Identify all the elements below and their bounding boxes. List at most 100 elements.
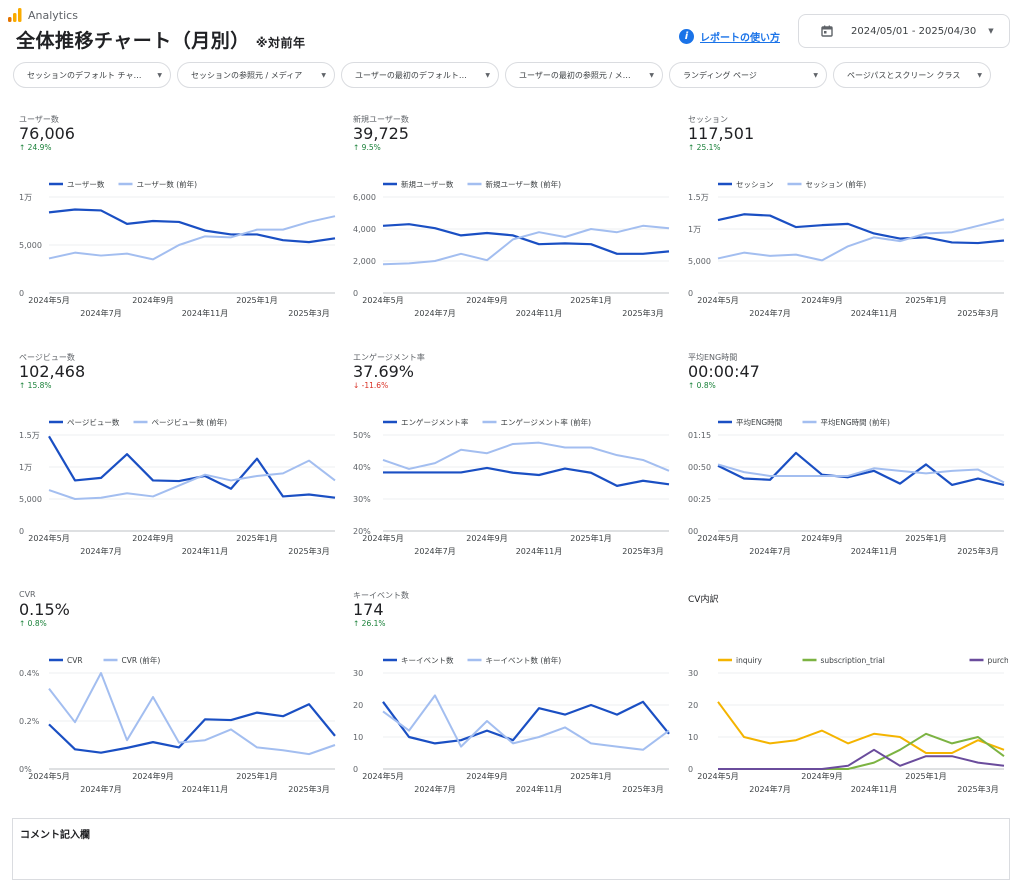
report-help-link[interactable]: i レポートの使い方 <box>679 29 780 44</box>
filter-dropdown[interactable]: ユーザーの最初のデフォルト… ▼ <box>341 62 499 88</box>
x-tick-label: 2024年5月 <box>362 295 403 305</box>
filter-dropdown[interactable]: ユーザーの最初の参照元 / メ… ▼ <box>505 62 663 88</box>
series-line <box>382 441 670 472</box>
comment-box[interactable] <box>12 818 1010 880</box>
x-tick-label: 2025年3月 <box>288 546 329 556</box>
y-tick-label: 0.2% <box>19 717 40 726</box>
y-tick-label: 5,000 <box>688 257 711 266</box>
x-tick-label: 2024年11月 <box>516 784 563 794</box>
y-tick-label: 00 <box>688 527 698 536</box>
legend-label: ページビュー数 (前年) <box>152 417 228 427</box>
series-line <box>48 208 336 244</box>
x-tick-label: 2024年9月 <box>132 295 173 305</box>
y-tick-label: 20 <box>353 701 363 710</box>
x-tick-label: 2024年11月 <box>851 308 898 318</box>
legend-label: 平均ENG時間 (前年) <box>821 417 890 427</box>
x-tick-label: 2024年7月 <box>414 546 455 556</box>
x-tick-label: 2025年3月 <box>622 784 663 794</box>
legend-label: セッション (前年) <box>806 179 867 189</box>
filter-dropdown[interactable]: ランディング ページ ▼ <box>669 62 827 88</box>
arrow-up-icon: ↑ <box>353 619 362 628</box>
y-tick-label: 1万 <box>688 225 701 234</box>
x-tick-label: 2024年11月 <box>516 308 563 318</box>
y-tick-label: 40% <box>353 463 371 472</box>
y-tick-label: 0 <box>353 765 358 774</box>
legend-label: ユーザー数 <box>67 179 105 189</box>
series-line <box>717 463 1005 484</box>
x-tick-label: 2024年7月 <box>80 784 121 794</box>
y-tick-label: 1.5万 <box>688 193 709 202</box>
legend-label: キーイベント数 <box>401 655 454 665</box>
kpi-label: 平均ENG時間 <box>688 353 738 362</box>
x-tick-label: 2024年5月 <box>28 771 69 781</box>
x-tick-label: 2025年3月 <box>288 784 329 794</box>
legend-label: 平均ENG時間 <box>736 417 782 427</box>
x-tick-label: 2024年11月 <box>182 308 229 318</box>
filter-dropdown[interactable]: セッションの参照元 / メディア ▼ <box>177 62 335 88</box>
kpi-label: CVR <box>19 590 36 599</box>
x-tick-label: 2024年9月 <box>466 771 507 781</box>
filter-label: ランディング ページ <box>683 70 757 80</box>
legend-label: inquiry <box>736 656 763 665</box>
x-tick-label: 2025年1月 <box>236 771 277 781</box>
legend-label: ページビュー数 <box>67 417 120 427</box>
kpi-delta: ↑ 0.8% <box>688 381 716 390</box>
kpi-value: 117,501 <box>688 124 755 143</box>
filter-label: セッションのデフォルト チャ… <box>27 70 142 80</box>
line-chart: 0 5,000 1万 1.5万 2024年5月 2024年9月 2025年1月 2024年7月… <box>688 179 1005 318</box>
legend-label: CVR <box>67 656 83 665</box>
x-tick-label: 2025年1月 <box>570 295 611 305</box>
kpi-value: 00:00:47 <box>688 362 760 381</box>
x-tick-label: 2024年11月 <box>851 546 898 556</box>
x-tick-label: 2024年11月 <box>851 784 898 794</box>
filter-dropdown[interactable]: ページパスとスクリーン クラス ▼ <box>833 62 991 88</box>
x-tick-label: 2024年9月 <box>466 533 507 543</box>
filter-dropdown[interactable]: セッションのデフォルト チャ… ▼ <box>13 62 171 88</box>
line-chart: 0 5,000 1万 2024年5月 2024年9月 2025年1月 2024年7月 2024… <box>19 179 336 318</box>
y-tick-label: 2,000 <box>353 257 376 266</box>
x-tick-label: 2025年1月 <box>905 533 946 543</box>
x-tick-label: 2025年1月 <box>905 771 946 781</box>
kpi-value: 174 <box>353 600 384 619</box>
kpi-value: 37.69% <box>353 362 415 381</box>
date-range-picker[interactable]: 2024/05/01 - 2025/04/30 ▼ <box>798 14 1010 48</box>
legend-label: subscription_trial <box>821 656 885 665</box>
arrow-up-icon: ↑ <box>19 381 28 390</box>
line-chart: 0 10 20 30 2024年5月 2024年9月 2025年1月 2024年7月 2024年… <box>688 656 1008 794</box>
line-chart: 20% 30% 40% 50% 2024年5月 2024年9月 2025年1月 2024年7月… <box>353 417 670 556</box>
kpi-value: 76,006 <box>19 124 75 143</box>
y-tick-label: 5,000 <box>19 495 42 504</box>
kpi-delta-value: 9.5% <box>361 143 381 152</box>
y-tick-label: 0 <box>688 765 693 774</box>
y-tick-label: 20% <box>353 527 371 536</box>
y-tick-label: 0 <box>688 289 693 298</box>
y-tick-label: 0 <box>19 527 24 536</box>
kpi-label: エンゲージメント率 <box>353 353 425 362</box>
x-tick-label: 2024年9月 <box>801 533 842 543</box>
series-line <box>48 435 336 499</box>
x-tick-label: 2024年5月 <box>362 771 403 781</box>
series-line <box>717 451 1005 487</box>
x-tick-label: 2024年5月 <box>28 533 69 543</box>
chevron-down-icon: ▼ <box>157 71 162 79</box>
kpi-label: セッション <box>688 115 728 124</box>
page-title-text: 全体推移チャート（月別） <box>16 30 250 52</box>
series-line <box>48 459 336 500</box>
x-tick-label: 2024年7月 <box>80 308 121 318</box>
arrow-up-icon: ↑ <box>688 381 697 390</box>
chevron-down-icon: ▼ <box>813 71 818 79</box>
y-tick-label: 01:15 <box>688 431 711 440</box>
kpi-delta-value: 26.1% <box>361 619 386 628</box>
x-tick-label: 2025年1月 <box>570 533 611 543</box>
x-tick-label: 2025年3月 <box>622 308 663 318</box>
y-tick-label: 6,000 <box>353 193 376 202</box>
kpi-delta-value: -11.6% <box>361 381 389 390</box>
kpi-delta: ↓ -11.6% <box>353 381 388 390</box>
x-tick-label: 2024年7月 <box>414 784 455 794</box>
legend-label: エンゲージメント率 <box>401 417 469 427</box>
x-tick-label: 2024年5月 <box>362 533 403 543</box>
y-tick-label: 0 <box>19 289 24 298</box>
series-line <box>48 703 336 754</box>
x-tick-label: 2024年11月 <box>182 784 229 794</box>
arrow-up-icon: ↑ <box>19 619 28 628</box>
